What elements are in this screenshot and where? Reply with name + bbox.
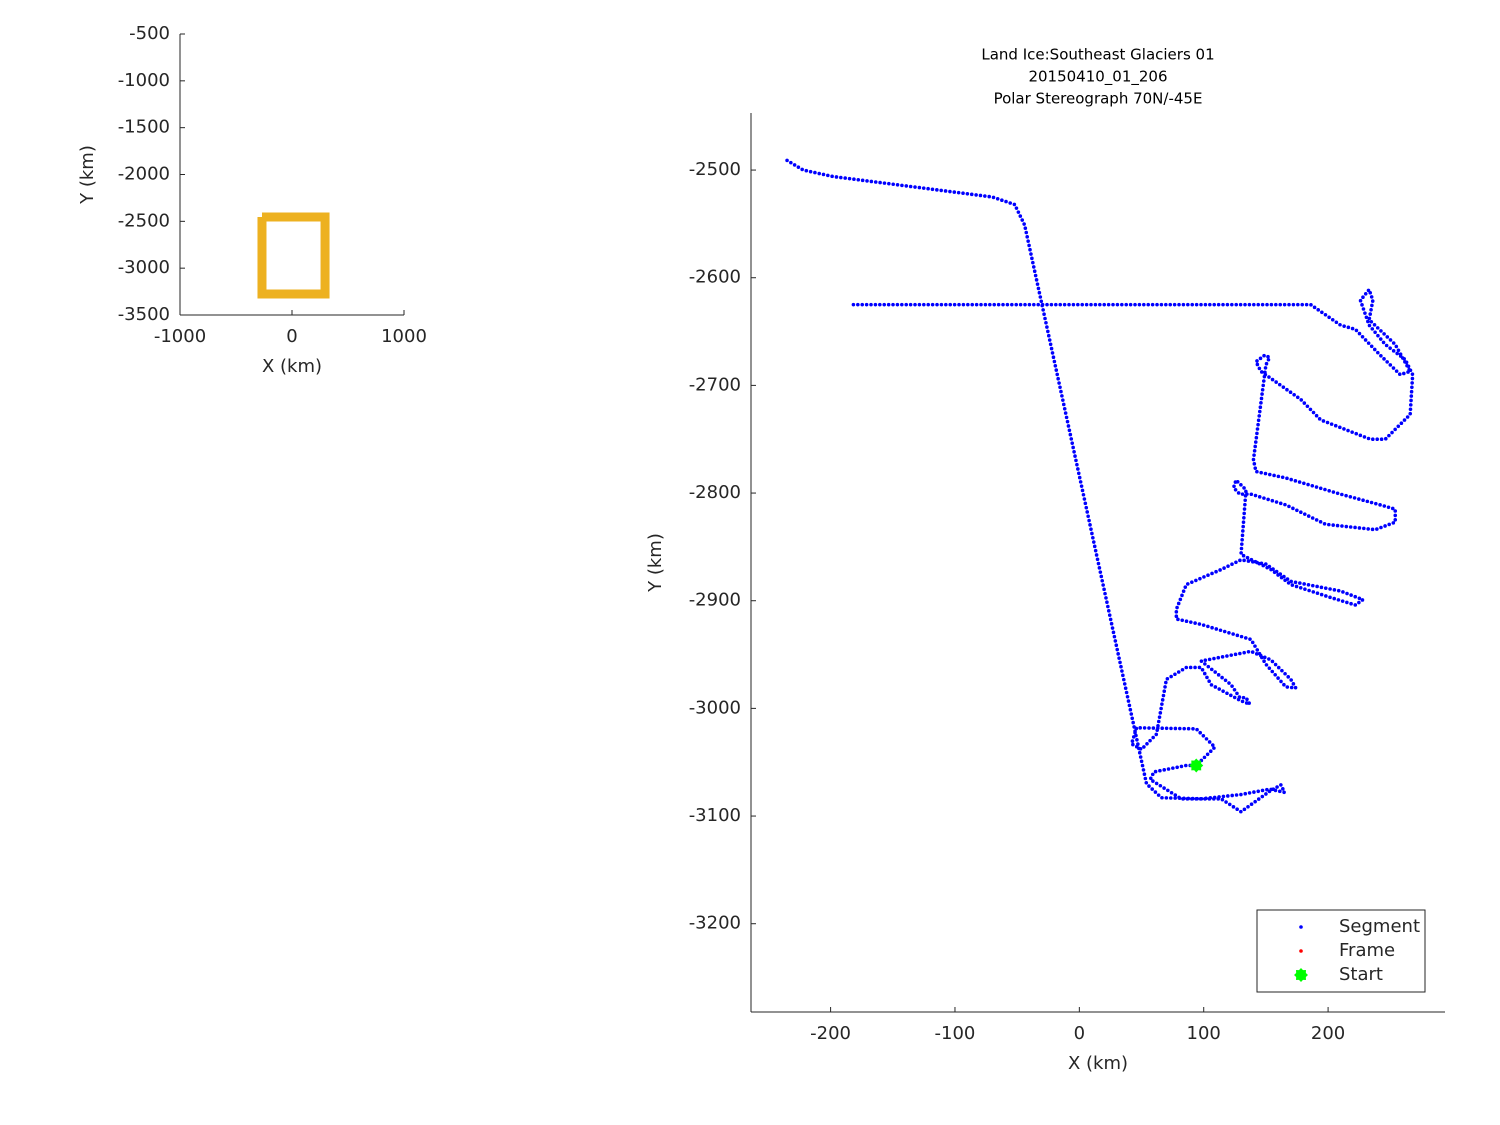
chart-title: 20150410_01_206 bbox=[1028, 68, 1167, 87]
y-tick-label: -1000 bbox=[118, 70, 170, 91]
y-tick-label: -500 bbox=[129, 23, 170, 44]
y-tick-label: -3500 bbox=[118, 304, 170, 325]
segment-dots bbox=[785, 158, 1415, 814]
y-axis-label: Y (km) bbox=[77, 145, 98, 205]
x-tick-label: 1000 bbox=[381, 326, 427, 347]
y-tick-label: -2000 bbox=[118, 164, 170, 185]
legend-box bbox=[1256, 909, 1426, 993]
legend-label: Start bbox=[1339, 964, 1383, 985]
y-tick-label: -2500 bbox=[118, 210, 170, 231]
x-axis-label: X (km) bbox=[1068, 1053, 1128, 1074]
legend-symbol bbox=[1299, 949, 1303, 953]
y-tick-label: -3000 bbox=[689, 697, 741, 718]
track-line bbox=[257, 212, 330, 299]
y-axis-label: Y (km) bbox=[645, 533, 666, 593]
y-tick-label: -2600 bbox=[689, 267, 741, 288]
start-marker bbox=[1189, 758, 1204, 773]
y-tick-label: -1500 bbox=[118, 117, 170, 138]
y-tick-label: -2900 bbox=[689, 590, 741, 611]
y-tick-label: -2700 bbox=[689, 374, 741, 395]
x-tick-label: 200 bbox=[1311, 1023, 1345, 1044]
y-tick-label: -3100 bbox=[689, 805, 741, 826]
x-tick-label: 0 bbox=[1074, 1023, 1085, 1044]
legend-label: Frame bbox=[1339, 940, 1395, 961]
chart-title: Polar Stereograph 70N/-45E bbox=[994, 90, 1203, 108]
legend-symbol bbox=[1294, 968, 1308, 982]
chart-title: Land Ice:Southeast Glaciers 01 bbox=[981, 46, 1214, 64]
x-tick-label: -1000 bbox=[154, 326, 206, 347]
x-tick-label: 0 bbox=[286, 326, 297, 347]
x-tick-label: -200 bbox=[810, 1023, 851, 1044]
legend-symbol bbox=[1299, 925, 1303, 929]
x-axis-label: X (km) bbox=[262, 356, 322, 377]
legend-label: Segment bbox=[1339, 916, 1420, 937]
x-tick-label: 100 bbox=[1187, 1023, 1221, 1044]
y-tick-label: -2800 bbox=[689, 482, 741, 503]
y-tick-label: -3000 bbox=[118, 257, 170, 278]
y-tick-label: -3200 bbox=[689, 913, 741, 934]
y-tick-label: -2500 bbox=[689, 159, 741, 180]
x-tick-label: -100 bbox=[935, 1023, 976, 1044]
